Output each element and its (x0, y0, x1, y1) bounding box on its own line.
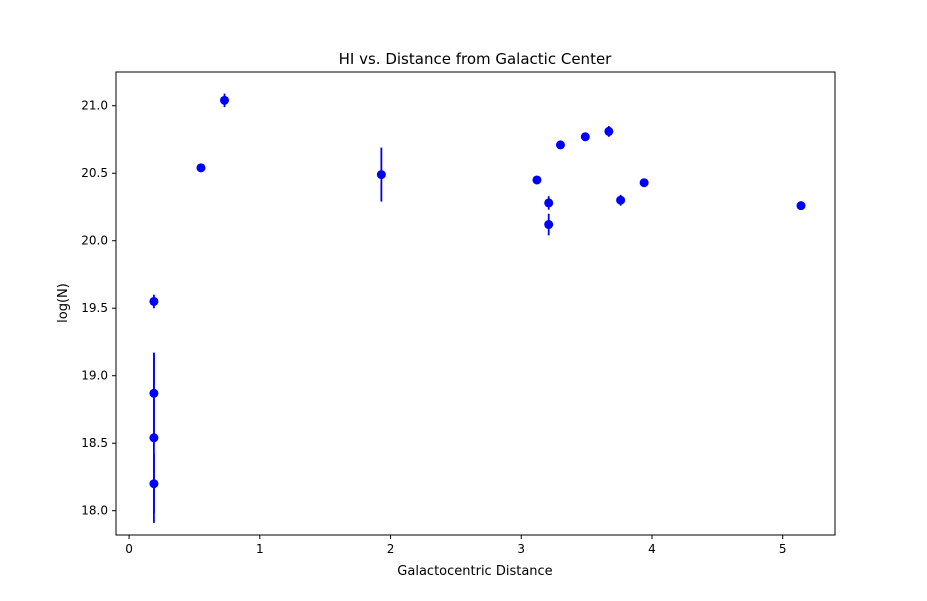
data-point (149, 388, 159, 398)
data-point (796, 201, 806, 211)
y-tick-label: 18.5 (81, 436, 108, 450)
y-tick-label: 19.5 (81, 301, 108, 315)
data-point (149, 296, 159, 306)
y-tick-label: 20.0 (81, 234, 108, 248)
data-point (149, 479, 159, 489)
x-tick-label: 2 (387, 542, 395, 556)
y-tick-label: 19.0 (81, 369, 108, 383)
chart-marks (149, 93, 806, 523)
y-tick-label: 18.0 (81, 504, 108, 518)
y-axis-label: log(N) (56, 283, 71, 323)
data-point (532, 175, 542, 185)
plot-area-frame (115, 71, 836, 536)
data-point (196, 163, 206, 173)
data-point (555, 140, 565, 150)
data-point (639, 178, 649, 188)
x-axis-label: Galactocentric Distance (397, 564, 552, 579)
chart-title: HI vs. Distance from Galactic Center (339, 50, 613, 68)
data-point (376, 170, 386, 180)
x-tick-label: 1 (256, 542, 264, 556)
data-point (544, 198, 554, 208)
x-tick-label: 5 (779, 542, 787, 556)
data-point (580, 132, 590, 142)
y-tick-label: 21.0 (81, 99, 108, 113)
x-tick-label: 3 (517, 542, 525, 556)
x-tick-label: 0 (125, 542, 133, 556)
data-point (149, 433, 159, 443)
chart-axes: 0 1 2 3 4 5 18.0 18.5 19.0 19.5 20.0 20.5 21.0 (81, 99, 786, 556)
data-point (220, 95, 230, 105)
data-point (604, 126, 614, 136)
x-tick-label: 4 (648, 542, 656, 556)
data-point (616, 195, 626, 205)
data-point (544, 220, 554, 230)
y-tick-label: 20.5 (81, 166, 108, 180)
